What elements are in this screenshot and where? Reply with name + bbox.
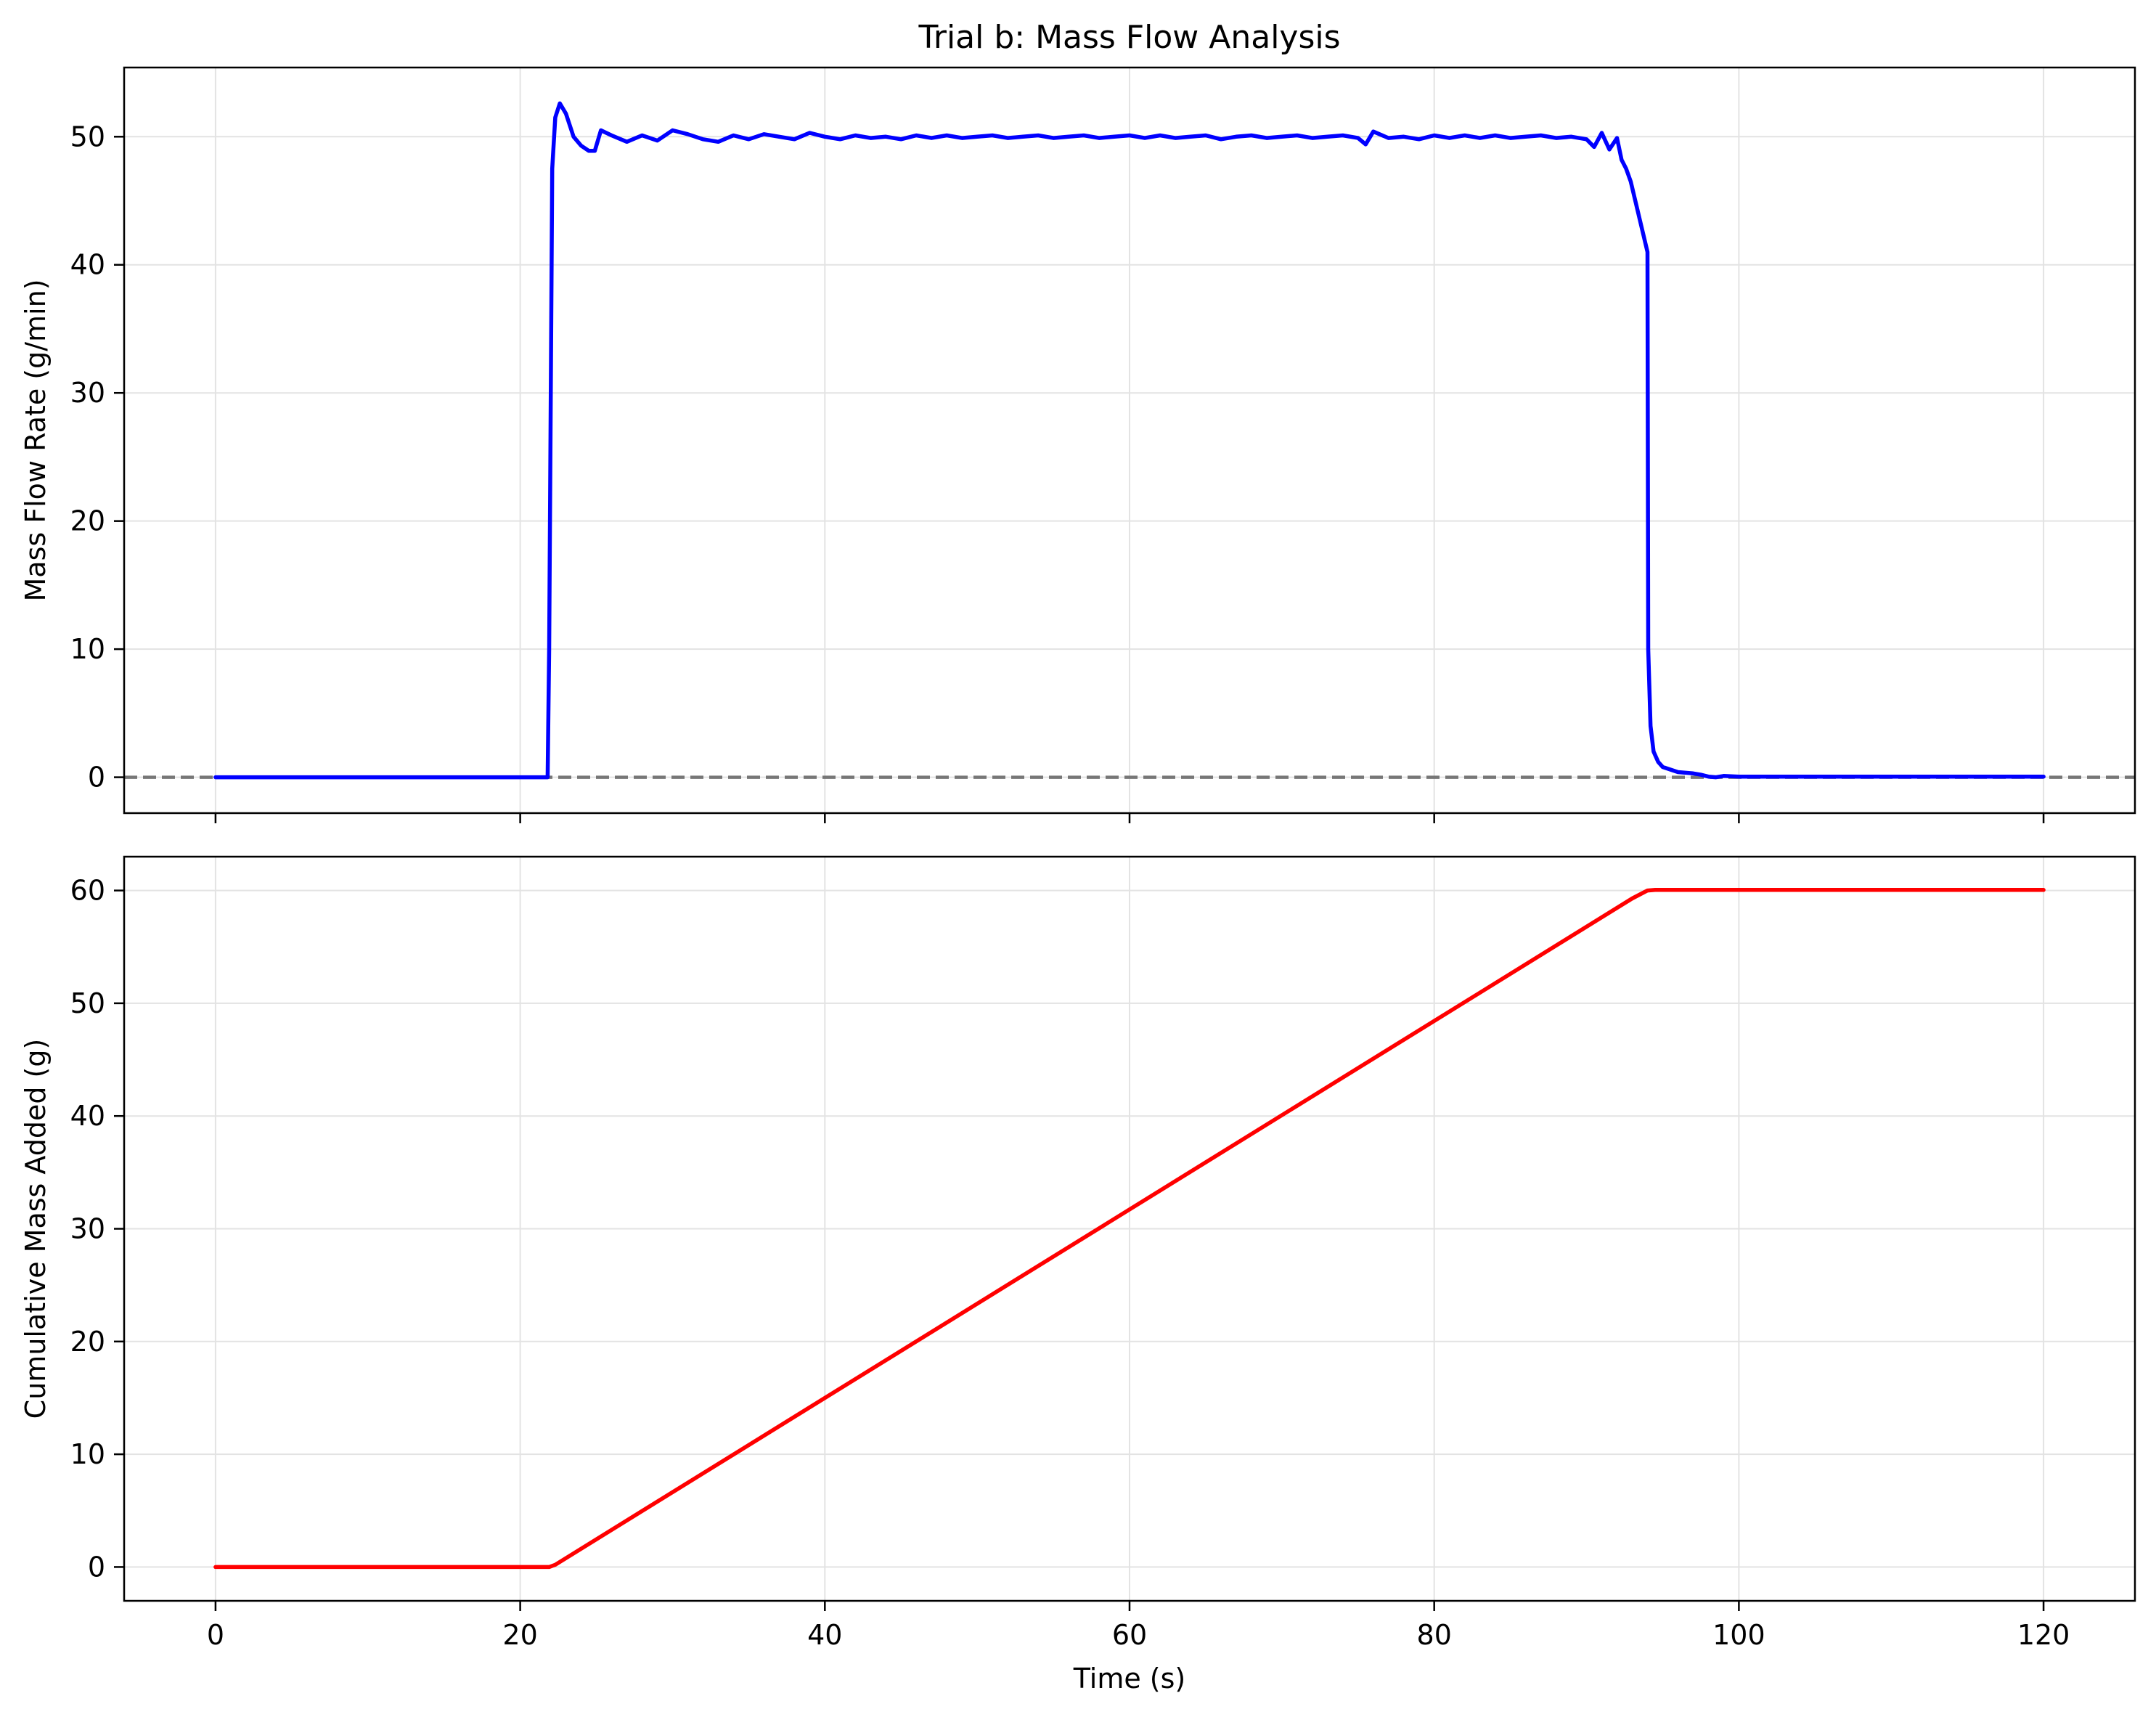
flow-rate-panel: 0 10 20 30 40 50 Mass Flow Rate (g/min): [20, 66, 2136, 823]
cumulative-mass-panel: 0 20 40 60 80 100 120 0 10 20 30 40 50 60 Cumulative M…: [20, 855, 2136, 1694]
y-tick-label: 20: [70, 505, 105, 537]
x-tick-label: 20: [502, 1619, 537, 1651]
x-axis-label: Time (s): [1073, 1663, 1186, 1694]
y-tick-label: 30: [70, 377, 105, 409]
x-tick-label: 0: [207, 1619, 224, 1651]
x-tick-label: 100: [1712, 1619, 1765, 1651]
y-tick-label: 40: [70, 249, 105, 281]
flow-rate-series-line: [213, 101, 2046, 780]
x-tick-label: 40: [807, 1619, 842, 1651]
x-tick-label: 120: [2017, 1619, 2070, 1651]
y-tick-label: 50: [70, 987, 105, 1019]
chart-title: Trial b: Mass Flow Analysis: [918, 19, 1340, 56]
y-axis-label: Cumulative Mass Added (g): [20, 1039, 52, 1419]
cumulative-mass-series-line: [213, 888, 2046, 1570]
y-tick-label: 10: [70, 1438, 105, 1470]
y-tick-label: 0: [88, 1551, 105, 1583]
y-axis-label: Mass Flow Rate (g/min): [20, 279, 52, 601]
y-tick-label: 60: [70, 875, 105, 907]
y-tick-label: 10: [70, 633, 105, 665]
x-tick-label: 60: [1112, 1619, 1147, 1651]
y-tick-label: 30: [70, 1213, 105, 1245]
y-tick-label: 40: [70, 1100, 105, 1132]
y-tick-label: 0: [88, 762, 105, 794]
y-tick-label: 20: [70, 1326, 105, 1358]
x-tick-label: 80: [1417, 1619, 1452, 1651]
y-tick-label: 50: [70, 121, 105, 152]
